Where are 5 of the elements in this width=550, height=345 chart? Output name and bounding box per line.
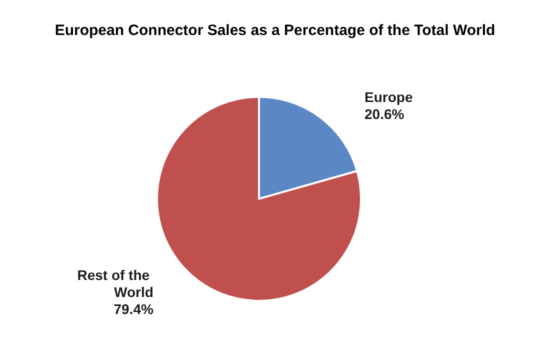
- data-label: 20.6%: [364, 106, 405, 122]
- slice-label: Rest of the World: [77, 267, 154, 300]
- chart-title: European Connector Sales as a Percentage of the Total World: [54, 22, 496, 39]
- slice-label: Europe: [364, 88, 413, 105]
- data-label: 79.4%: [114, 301, 154, 318]
